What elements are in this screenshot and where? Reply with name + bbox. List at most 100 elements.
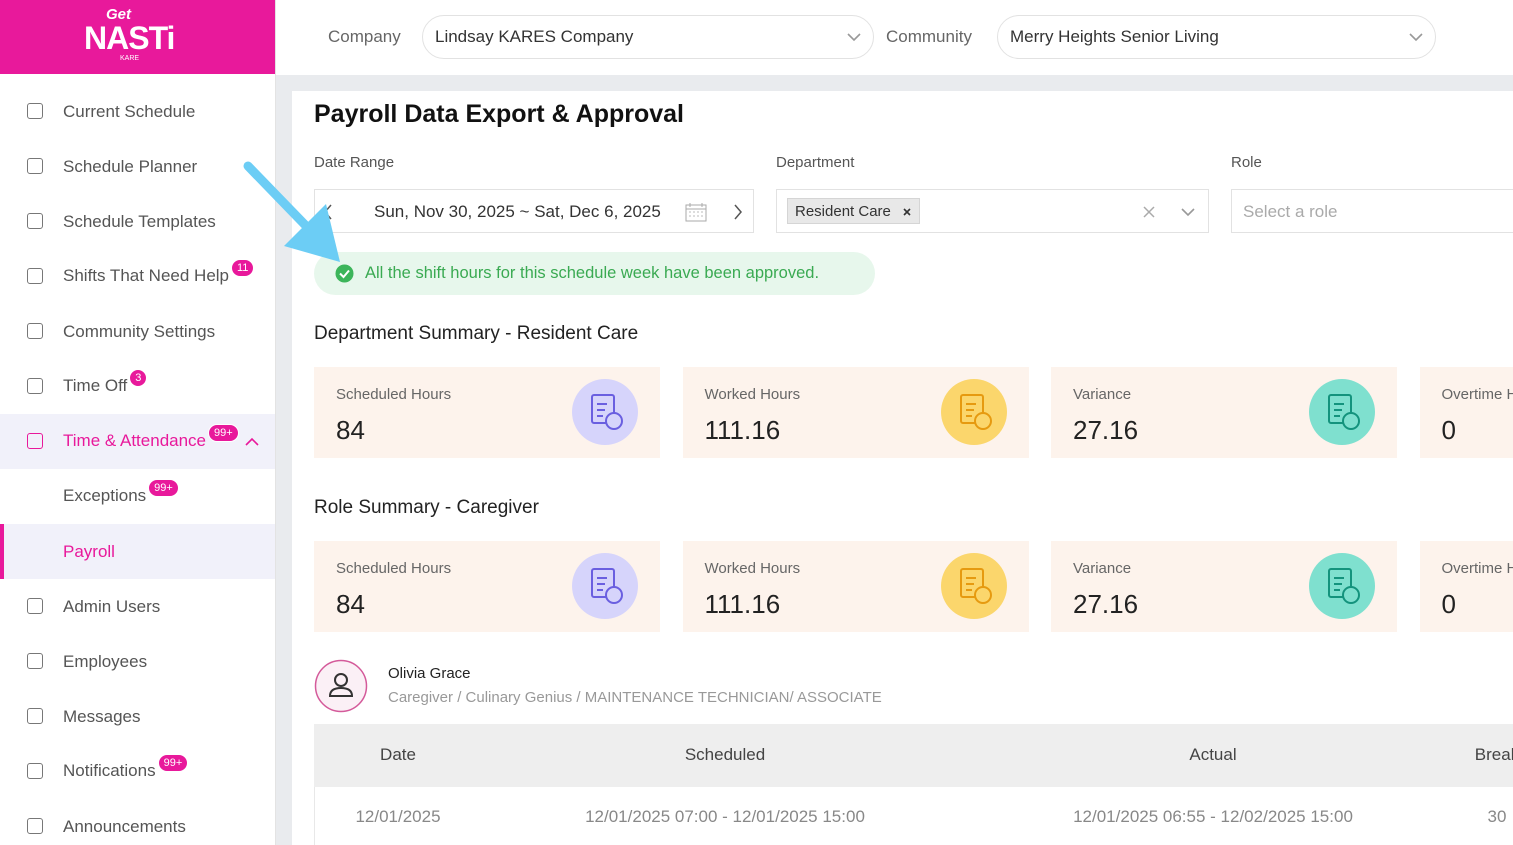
menu-item[interactable]: Schedule Planner (0, 139, 275, 194)
card-icon (940, 553, 1007, 619)
table-header-cell: Scheduled (684, 745, 766, 764)
card-value: 27.16 (1073, 415, 1139, 445)
menu-item[interactable]: Shifts That Need Help 11 (0, 249, 275, 304)
menu-item[interactable]: Time Off 3 (0, 359, 275, 414)
menu-label: Payroll (63, 542, 115, 562)
table-cell: 12/01/2025 (355, 807, 441, 826)
menu-item[interactable]: Admin Users (0, 579, 275, 634)
card-value: 111.16 (704, 415, 781, 445)
menu-icon (27, 158, 43, 174)
summary-card: Scheduled Hours 84 (314, 367, 660, 458)
menu-label-text: Announcements (63, 816, 186, 836)
employee-name: Olivia Grace (388, 665, 471, 682)
content-panel: Payroll Data Export & Approval Date Rang… (292, 91, 1513, 845)
summary-card: Scheduled Hours 84 (314, 541, 660, 632)
company-select[interactable]: Lindsay KARES Company (422, 15, 874, 59)
menu-label-text: Shifts That Need Help (63, 266, 229, 285)
alert-text: All the shift hours for this schedule we… (365, 264, 820, 282)
badge: 99+ (157, 754, 189, 772)
employee-roles: Caregiver / Culinary Genius / MAINTENANC… (388, 689, 882, 706)
tag-remove[interactable] (903, 208, 911, 216)
date-picker[interactable]: Sun, Nov 30, 2025 ~ Sat, Dec 6, 2025 (314, 189, 754, 233)
table-cell: 30 (1487, 807, 1507, 826)
annotation-arrow (243, 161, 340, 262)
table-header-cell: Actual (1189, 745, 1237, 764)
date-label: Date Range (314, 154, 395, 171)
menu-item[interactable]: Announcements (0, 799, 275, 845)
page-title: Payroll Data Export & Approval (314, 100, 684, 128)
card-label: Worked Hours (704, 560, 801, 577)
collapse-chevron[interactable] (245, 437, 259, 446)
menu-item[interactable]: Time & Attendance 99+ (0, 414, 275, 469)
chevron (1409, 33, 1423, 42)
summary-card: Overtime Hours 0 (1419, 541, 1513, 632)
card-value: 27.16 (1073, 589, 1139, 619)
badge: 99+ (208, 424, 239, 442)
community-value: Merry Heights Senior Living (1010, 27, 1219, 46)
card-value: 84 (336, 415, 365, 445)
company-value: Lindsay KARES Company (435, 27, 634, 46)
chevron (1181, 208, 1195, 217)
role-label: Role (1231, 154, 1262, 171)
menu-item[interactable]: Community Settings (0, 304, 275, 359)
card-value: 0 (1441, 415, 1456, 445)
table-row (314, 787, 1513, 845)
logo-sub: KARE (120, 55, 140, 62)
card-value: 0 (1441, 589, 1456, 619)
department-tag: Resident Care (787, 198, 920, 224)
menu-label: Shifts That Need Help 11 (63, 259, 255, 287)
menu-label-text: Schedule Planner (63, 156, 198, 176)
menu-item[interactable]: Schedule Templates (0, 194, 275, 249)
summary-title: Department Summary - Resident Care (314, 323, 639, 344)
community-label: Community (886, 27, 972, 46)
community-select[interactable]: Merry Heights Senior Living (997, 15, 1436, 59)
menu-label-text: Employees (63, 651, 148, 671)
menu-icon (27, 708, 43, 724)
card-label: Scheduled Hours (336, 386, 452, 403)
card-icon (572, 379, 638, 445)
next-week[interactable] (733, 204, 743, 220)
menu-icon (27, 213, 43, 229)
company-label: Company (328, 27, 401, 46)
logo[interactable]: Get NASTi KARE (0, 0, 275, 74)
menu-icon (27, 378, 43, 394)
summary-card: Overtime Hours 0 (1419, 367, 1513, 458)
menu-label: Time Off 3 (63, 369, 148, 397)
clear[interactable] (1143, 206, 1155, 218)
department-select[interactable]: Resident Care (776, 189, 1209, 233)
menu-label-text: Schedule Templates (63, 211, 216, 231)
menu-item[interactable]: Notifications 99+ (0, 744, 275, 799)
avatar (314, 659, 368, 713)
menu-icon (27, 818, 43, 834)
logo-main: NASTi (84, 20, 175, 56)
menu-icon (27, 433, 43, 449)
menu-item[interactable]: Current Schedule (0, 84, 275, 139)
card-label: Scheduled Hours (336, 560, 452, 577)
logo-top: Get (106, 6, 132, 23)
card-icon (572, 553, 638, 619)
table-header-cell: Break (1474, 745, 1513, 764)
menu-label: Schedule Planner (63, 157, 197, 177)
card-icon (1309, 553, 1375, 619)
summary-card: Variance 27.16 (1051, 541, 1397, 632)
menu-label: Community Settings (63, 322, 215, 342)
badge: 11 (231, 259, 255, 277)
menu-item[interactable]: Payroll (0, 524, 275, 579)
menu-icon (27, 323, 43, 339)
menu-item[interactable]: Messages (0, 689, 275, 744)
table-header-cell: Date (380, 745, 416, 764)
menu-label-text: Notifications (63, 761, 156, 780)
menu-label: Admin Users (63, 597, 160, 617)
card-label: Overtime Hours (1441, 560, 1513, 577)
menu-item[interactable]: Employees (0, 634, 275, 689)
menu-label-text: Payroll (63, 541, 115, 561)
card-value: 111.16 (704, 589, 781, 619)
check-icon (335, 264, 354, 283)
menu-icon (27, 598, 43, 614)
menu-icon (27, 763, 43, 779)
menu-item[interactable]: Exceptions 99+ (0, 469, 275, 524)
role-placeholder: Select a role (1243, 202, 1338, 221)
role-select[interactable]: Select a role (1231, 189, 1513, 233)
menu-label: Notifications 99+ (63, 754, 189, 782)
